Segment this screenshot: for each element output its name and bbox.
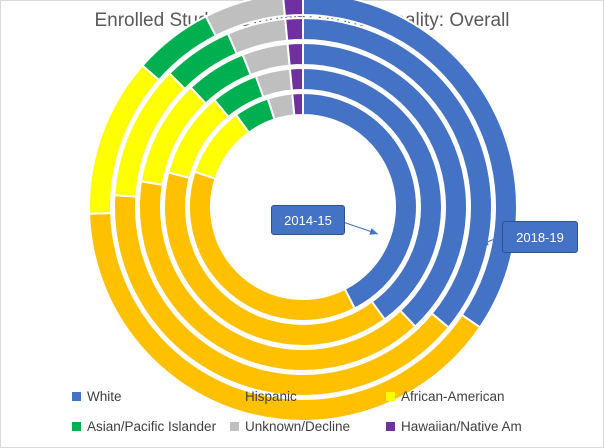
slice-2018-19-hawaiian-native-am	[282, 0, 304, 17]
legend-label: African-American	[401, 389, 505, 404]
slice-2015-16-unknown-decline	[254, 67, 294, 99]
legend-swatch	[230, 422, 239, 431]
slice-2014-15-hawaiian-native-am	[291, 91, 304, 117]
legend-label: Hawaiian/Native Am	[401, 419, 522, 434]
annotation-outer-ring: 2018-19	[502, 221, 578, 253]
legend-swatch	[386, 392, 395, 401]
callout-2014-15-arrow-arrowhead	[369, 228, 378, 235]
legend-item-hispanic: Hispanic	[230, 389, 297, 404]
legend-item-african-american: African-American	[386, 389, 505, 404]
legend-swatch	[72, 422, 81, 431]
legend-label: White	[87, 389, 122, 404]
legend-swatch	[230, 392, 239, 401]
callout-2018-19-arrow-arrowhead	[480, 238, 489, 246]
slice-2016-17-hawaiian-native-am	[286, 41, 304, 67]
legend-item-hawaiian-native-am: Hawaiian/Native Am	[386, 419, 522, 434]
legend-swatch	[72, 392, 81, 401]
annotation-inner-ring: 2014-15	[271, 205, 345, 235]
legend-label: Unknown/Decline	[245, 419, 351, 434]
legend-item-asian-pacific-islander: Asian/Pacific Islander	[72, 419, 216, 434]
legend-item-unknown-decline: Unknown/Decline	[230, 419, 350, 434]
slice-2017-18-hawaiian-native-am	[284, 16, 304, 42]
legend-label: Asian/Pacific Islander	[87, 419, 217, 434]
legend-item-white: White	[72, 389, 122, 404]
legend-label: Hispanic	[245, 389, 297, 404]
slice-2015-16-hawaiian-native-am	[288, 66, 304, 92]
legend-swatch	[386, 422, 395, 431]
